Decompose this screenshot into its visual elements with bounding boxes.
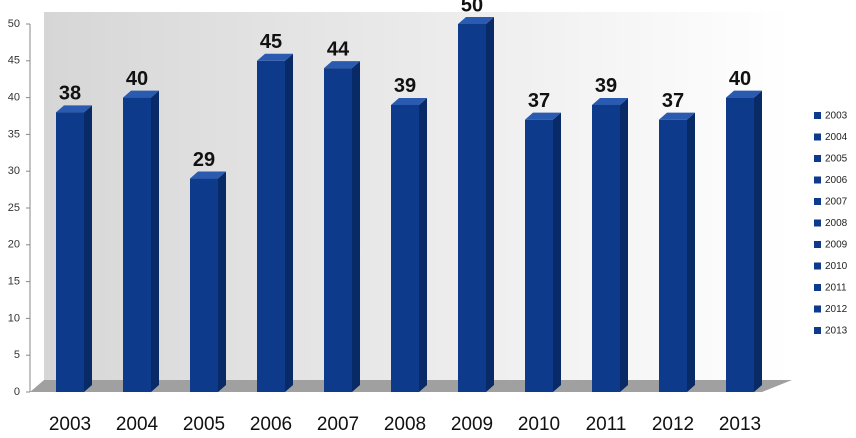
data-label: 29 [193,149,215,171]
bar-side [84,105,92,392]
data-label: 44 [327,38,350,60]
bar [726,97,754,392]
bar-side [218,171,226,392]
legend-swatch [814,219,821,227]
bar [257,60,285,393]
legend-label: 2013 [825,326,848,337]
bar-top [726,90,762,98]
data-label: 39 [595,75,617,97]
y-tick-label: 45 [8,55,20,67]
data-label: 37 [662,90,684,112]
legend-swatch [814,327,821,334]
bar-side [486,17,494,392]
data-label: 45 [260,31,282,53]
y-tick-label: 35 [8,128,20,140]
bar [190,178,218,392]
x-tick-label: 2011 [586,414,627,435]
legend-swatch [814,112,821,119]
y-tick-label: 10 [8,312,20,324]
x-tick-label: 2010 [518,414,560,435]
bar-top [525,112,561,120]
legend-swatch [814,198,821,205]
legend-label: 2005 [825,154,848,165]
y-tick-label: 5 [14,349,20,361]
legend-label: 2003 [825,111,848,122]
data-label: 38 [59,83,81,105]
data-label: 50 [461,0,483,16]
legend-label: 2011 [825,283,847,294]
bar-side [151,90,159,392]
legend-swatch [814,284,821,291]
bar-top [56,105,92,113]
x-tick-label: 2005 [183,414,225,435]
bar-top [458,17,494,24]
legend-label: 2007 [825,197,848,208]
legend-label: 2010 [825,261,848,272]
legend-label: 2012 [825,304,848,315]
legend-swatch [814,133,821,141]
legend-label: 2008 [825,218,848,229]
x-tick-label: 2009 [451,414,493,435]
bar-side [285,53,293,393]
bar [123,97,151,392]
bar-top [123,90,159,98]
x-tick-label: 2008 [384,414,426,435]
legend-label: 2009 [825,240,848,251]
legend-label: 2006 [825,175,848,186]
bar-top [324,61,360,69]
y-tick-label: 50 [8,18,20,30]
y-tick-label: 40 [8,92,20,104]
bar-side [419,97,427,393]
bar-top [592,97,628,105]
data-label: 40 [729,68,751,90]
bar [324,68,352,392]
x-tick-label: 2013 [719,414,761,435]
y-tick-label: 15 [8,276,20,288]
y-tick-label: 0 [14,386,20,398]
legend-swatch [814,155,821,162]
bar-side [553,112,561,393]
bar [592,104,620,393]
bar-side [620,97,628,393]
bar-top [391,97,427,105]
bar [525,119,553,393]
y-tick-label: 30 [8,165,20,177]
bar-side [352,61,360,392]
bar-side [687,112,695,393]
y-tick-label: 20 [8,239,20,251]
legend-label: 2004 [825,132,848,143]
x-tick-label: 2004 [116,414,159,435]
data-label: 39 [394,75,416,97]
y-tick-label: 25 [8,202,20,214]
data-label: 40 [126,68,148,90]
bar [659,119,687,393]
x-tick-label: 2003 [49,414,91,435]
bar-side [754,90,762,392]
bar-top [659,112,695,120]
legend-swatch [814,305,821,313]
legend-swatch [814,241,821,248]
bar [391,104,419,393]
x-tick-label: 2006 [250,414,292,435]
legend-swatch [814,262,821,270]
legend-swatch [814,176,821,184]
bar [56,112,84,392]
data-label: 37 [528,90,550,112]
bar-top [257,53,293,61]
bar-top [190,171,226,179]
bar [458,24,486,392]
x-tick-label: 2007 [317,414,359,435]
x-tick-label: 2012 [652,414,694,435]
